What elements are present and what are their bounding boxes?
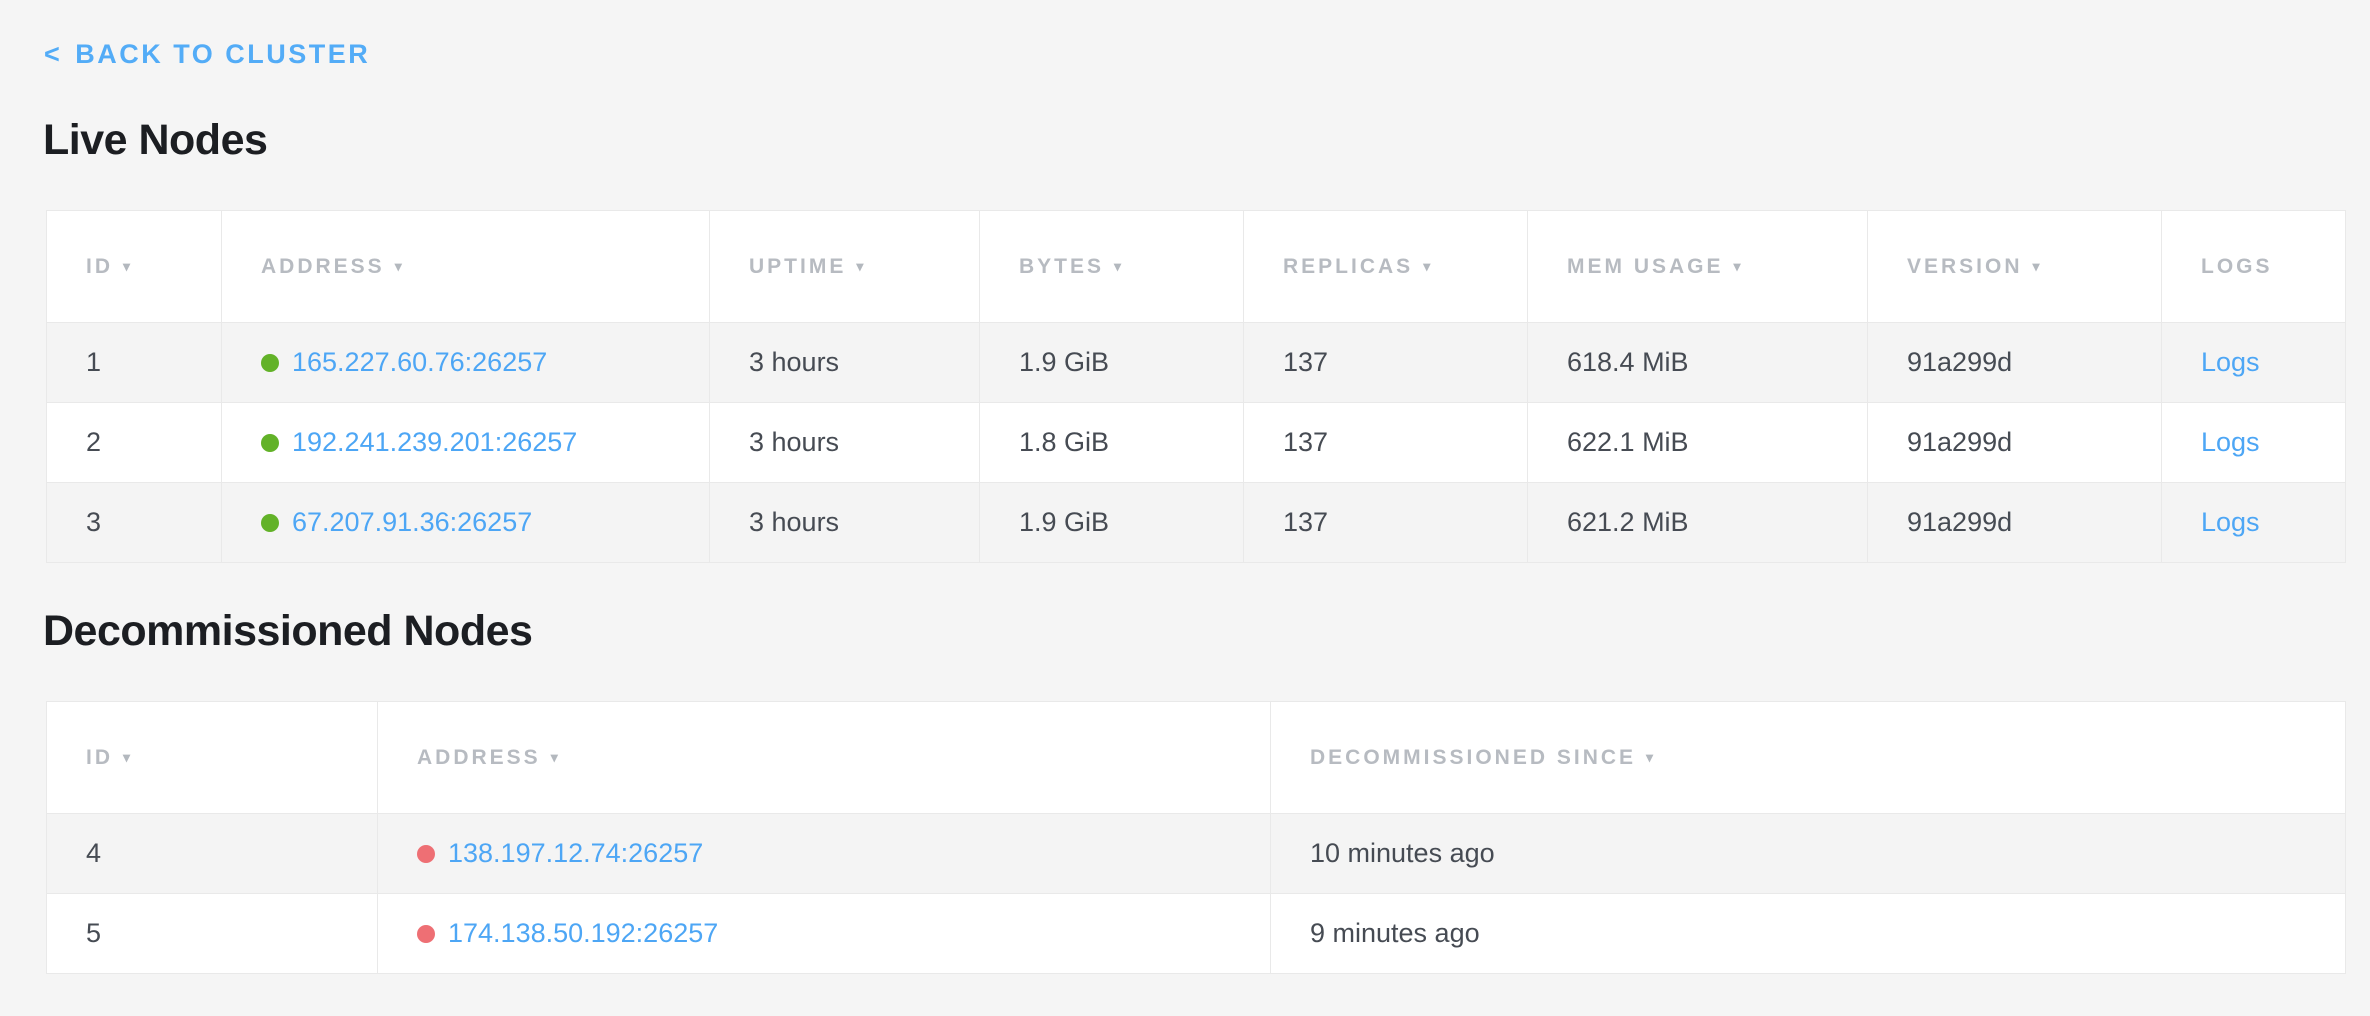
column-header-uptime[interactable]: UPTIME ▾ (709, 210, 980, 323)
sort-arrow-icon: ▾ (1646, 748, 1657, 765)
table-row: 1 165.227.60.76:26257 3 hours 1.9 GiB 137 618… (46, 322, 2346, 403)
back-to-cluster-link[interactable]: < BACK TO CLUSTER (44, 41, 370, 68)
node-address-link[interactable]: 67.207.91.36:26257 (292, 507, 533, 537)
cell-uptime: 3 hours (709, 322, 980, 403)
sort-arrow-icon: ▾ (123, 257, 134, 274)
column-header-bytes[interactable]: BYTES ▾ (979, 210, 1244, 323)
cell-uptime: 3 hours (709, 402, 980, 483)
node-address-link[interactable]: 192.241.239.201:26257 (292, 427, 578, 457)
cell-bytes: 1.8 GiB (979, 402, 1244, 483)
sort-arrow-icon: ▾ (123, 748, 134, 765)
table-row: 5 174.138.50.192:26257 9 minutes ago (46, 893, 2346, 974)
node-address-link[interactable]: 165.227.60.76:26257 (292, 347, 548, 377)
cell-logs: Logs (2161, 322, 2346, 403)
back-arrow-icon: < (44, 39, 63, 69)
node-logs-link[interactable]: Logs (2201, 427, 2260, 457)
decommissioned-nodes-table: ID ▾ ADDRESS ▾ DECOMMISSIONED SINCE ▾ 4 138.197… (46, 701, 2346, 974)
cell-mem_usage: 622.1 MiB (1527, 402, 1868, 483)
cell-uptime: 3 hours (709, 482, 980, 563)
cell-version: 91a299d (1867, 482, 2162, 563)
cell-replicas: 137 (1243, 482, 1528, 563)
sort-arrow-icon: ▾ (1423, 257, 1434, 274)
cell-version: 91a299d (1867, 322, 2162, 403)
node-address-link[interactable]: 174.138.50.192:26257 (448, 918, 719, 948)
column-header-label: VERSION (1907, 254, 2023, 278)
column-header-label: ADDRESS (417, 745, 541, 769)
cell-mem_usage: 621.2 MiB (1527, 482, 1868, 563)
node-address-link[interactable]: 138.197.12.74:26257 (448, 838, 704, 868)
table-row: 4 138.197.12.74:26257 10 minutes ago (46, 813, 2346, 894)
cell-replicas: 137 (1243, 322, 1528, 403)
column-header-version[interactable]: VERSION ▾ (1867, 210, 2162, 323)
sort-arrow-icon: ▾ (2032, 257, 2043, 274)
live-nodes-heading: Live Nodes (43, 116, 268, 164)
column-header-mem_usage[interactable]: MEM USAGE ▾ (1527, 210, 1868, 323)
decommissioned-nodes-heading: Decommissioned Nodes (43, 607, 533, 655)
sort-arrow-icon: ▾ (394, 257, 405, 274)
node-logs-link[interactable]: Logs (2201, 347, 2260, 377)
sort-arrow-icon: ▾ (550, 748, 561, 765)
decommissioned-node-status-icon (417, 925, 435, 943)
cell-address: 174.138.50.192:26257 (377, 893, 1271, 974)
table-header-row: ID ▾ ADDRESS ▾ UPTIME ▾ BYTES ▾ REPLICAS ▾ MEM USA… (46, 210, 2346, 323)
column-header-label: BYTES (1019, 254, 1105, 278)
column-header-label: MEM USAGE (1567, 254, 1724, 278)
cell-logs: Logs (2161, 402, 2346, 483)
cell-mem_usage: 618.4 MiB (1527, 322, 1868, 403)
table-row: 3 67.207.91.36:26257 3 hours 1.9 GiB 137 621.… (46, 482, 2346, 563)
back-to-cluster-label: BACK TO CLUSTER (75, 39, 371, 69)
cell-since: 9 minutes ago (1270, 893, 2346, 974)
column-header-since[interactable]: DECOMMISSIONED SINCE ▾ (1270, 701, 2346, 814)
cell-bytes: 1.9 GiB (979, 482, 1244, 563)
cell-version: 91a299d (1867, 402, 2162, 483)
cell-address: 138.197.12.74:26257 (377, 813, 1271, 894)
column-header-logs: LOGS (2161, 210, 2346, 323)
cell-since: 10 minutes ago (1270, 813, 2346, 894)
column-header-label: ADDRESS (261, 254, 385, 278)
table-row: 2 192.241.239.201:26257 3 hours 1.8 GiB 137 6… (46, 402, 2346, 483)
cell-replicas: 137 (1243, 402, 1528, 483)
cell-id: 4 (46, 813, 378, 894)
column-header-address[interactable]: ADDRESS ▾ (221, 210, 710, 323)
live-node-status-icon (261, 434, 279, 452)
cell-id: 1 (46, 322, 222, 403)
column-header-label: LOGS (2201, 254, 2273, 278)
column-header-id[interactable]: ID ▾ (46, 210, 222, 323)
cell-logs: Logs (2161, 482, 2346, 563)
table-header-row: ID ▾ ADDRESS ▾ DECOMMISSIONED SINCE ▾ (46, 701, 2346, 814)
column-header-label: REPLICAS (1283, 254, 1414, 278)
column-header-label: DECOMMISSIONED SINCE (1310, 745, 1637, 769)
cell-address: 165.227.60.76:26257 (221, 322, 710, 403)
sort-arrow-icon: ▾ (1114, 257, 1125, 274)
cell-id: 5 (46, 893, 378, 974)
cell-id: 2 (46, 402, 222, 483)
column-header-replicas[interactable]: REPLICAS ▾ (1243, 210, 1528, 323)
live-nodes-table: ID ▾ ADDRESS ▾ UPTIME ▾ BYTES ▾ REPLICAS ▾ MEM USA… (46, 210, 2346, 563)
cell-address: 67.207.91.36:26257 (221, 482, 710, 563)
sort-arrow-icon: ▾ (856, 257, 867, 274)
live-node-status-icon (261, 514, 279, 532)
column-header-id[interactable]: ID ▾ (46, 701, 378, 814)
cell-id: 3 (46, 482, 222, 563)
node-logs-link[interactable]: Logs (2201, 507, 2260, 537)
decommissioned-node-status-icon (417, 845, 435, 863)
cell-address: 192.241.239.201:26257 (221, 402, 710, 483)
column-header-label: UPTIME (749, 254, 847, 278)
column-header-address[interactable]: ADDRESS ▾ (377, 701, 1271, 814)
cell-bytes: 1.9 GiB (979, 322, 1244, 403)
sort-arrow-icon: ▾ (1733, 257, 1744, 274)
column-header-label: ID (86, 254, 113, 278)
column-header-label: ID (86, 745, 113, 769)
live-node-status-icon (261, 354, 279, 372)
